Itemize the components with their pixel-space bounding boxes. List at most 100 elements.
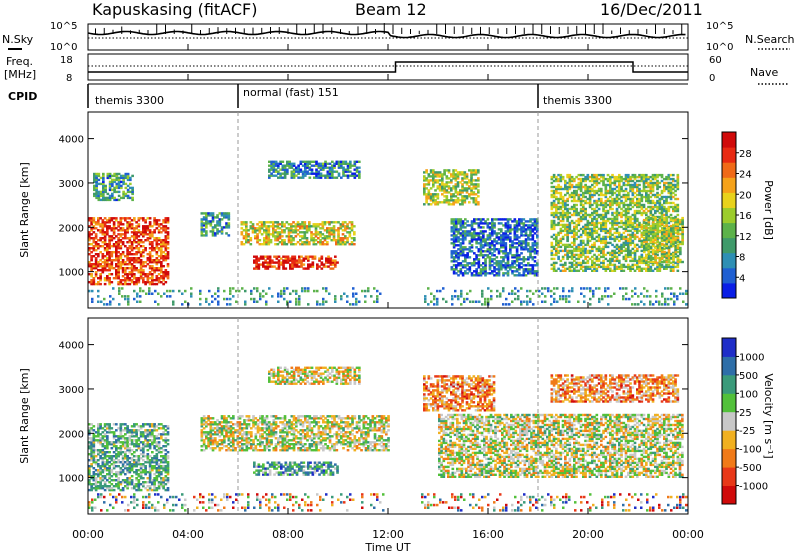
heatmap-cell — [151, 233, 154, 236]
heatmap-cell — [106, 263, 109, 266]
heatmap-cell — [555, 177, 558, 181]
heatmap-cell — [513, 256, 517, 259]
heatmap-cell — [93, 172, 96, 176]
heatmap-cell — [577, 187, 581, 191]
heatmap-cell — [672, 265, 675, 269]
heatmap-cell — [346, 166, 350, 169]
heatmap-cell — [566, 227, 569, 231]
heatmap-cell — [299, 168, 303, 171]
heatmap-cell — [681, 224, 684, 228]
heatmap-cell — [568, 229, 572, 233]
heatmap-cell — [301, 174, 305, 177]
heatmap-cell — [645, 218, 648, 222]
heatmap-cell — [126, 249, 129, 252]
heatmap-cell — [595, 217, 599, 221]
heatmap-cell — [229, 287, 232, 290]
heatmap-cell — [663, 187, 666, 191]
heatmap-cell — [651, 235, 655, 239]
heatmap-cell — [602, 239, 605, 243]
heatmap-cell — [304, 255, 308, 258]
heatmap-cell — [595, 257, 599, 261]
heatmap-cell — [618, 239, 621, 243]
heatmap-cell — [112, 297, 115, 301]
heatmap-cell — [584, 189, 587, 193]
heatmap-cell — [240, 233, 244, 236]
heatmap-cell — [283, 164, 287, 167]
heatmap-cell — [450, 260, 454, 263]
heatmap-cell — [436, 171, 440, 174]
heatmap-cell — [669, 267, 673, 270]
heatmap-cell — [550, 205, 554, 209]
heatmap-cell — [636, 229, 639, 233]
heatmap-cell — [681, 242, 684, 246]
heatmap-cell — [472, 171, 476, 174]
heatmap-cell — [276, 243, 280, 246]
heatmap-cell — [287, 237, 291, 240]
heatmap-cell — [94, 227, 98, 230]
heatmap-cell — [582, 249, 585, 253]
heatmap-cell — [97, 219, 100, 222]
heatmap-cell — [292, 162, 296, 165]
heatmap-cell — [656, 215, 659, 219]
heatmap-cell — [609, 237, 612, 241]
heatmap-cell — [293, 259, 297, 262]
heatmap-cell — [130, 263, 134, 266]
heatmap-cell — [272, 166, 276, 169]
heatmap-cell — [638, 203, 641, 207]
heatmap-cell — [586, 185, 590, 189]
heatmap-cell — [613, 211, 617, 215]
heatmap-cell — [103, 265, 107, 268]
heatmap-cell — [582, 269, 585, 272]
heatmap-cell — [321, 225, 325, 228]
heatmap-cell — [531, 270, 535, 273]
heatmap-cell — [477, 234, 481, 237]
heatmap-cell — [620, 267, 623, 270]
heatmap-cell — [294, 225, 298, 228]
heatmap-cell — [495, 264, 499, 267]
heatmap-cell — [136, 292, 139, 295]
heatmap-cell — [497, 236, 501, 239]
heatmap-cell — [645, 216, 648, 220]
heatmap-cell — [270, 174, 273, 177]
heatmap-cell — [550, 249, 554, 253]
heatmap-cell — [622, 263, 626, 267]
heatmap-cell — [278, 235, 282, 238]
heatmap-cell — [582, 239, 585, 243]
heatmap-cell — [561, 219, 565, 223]
heatmap-cell — [133, 297, 136, 301]
heatmap-cell — [91, 289, 94, 293]
heatmap-cell — [202, 212, 206, 215]
heatmap-cell — [550, 177, 554, 181]
heatmap-cell — [434, 193, 437, 196]
heatmap-cell — [289, 259, 292, 262]
heatmap-cell — [133, 217, 136, 220]
heatmap-cell — [297, 172, 300, 175]
heatmap-cell — [593, 227, 596, 231]
heatmap-cell — [491, 258, 494, 261]
heatmap-cell — [109, 300, 112, 303]
heatmap-cell — [591, 255, 594, 259]
heatmap-cell — [579, 251, 583, 255]
heatmap-cell — [629, 175, 632, 179]
heatmap-cell — [564, 247, 567, 251]
heatmap-cell — [674, 215, 677, 219]
heatmap-cell — [223, 289, 226, 293]
heatmap-cell — [649, 211, 653, 215]
heatmap-cell — [126, 174, 130, 178]
heatmap-cell — [638, 239, 641, 243]
heatmap-cell — [667, 181, 671, 185]
heatmap-cell — [102, 172, 105, 176]
heatmap-cell — [320, 267, 324, 270]
heatmap-cell — [355, 166, 359, 169]
heatmap-cell — [518, 268, 521, 271]
heatmap-cell — [564, 253, 567, 257]
heatmap-cell — [461, 260, 465, 263]
heatmap-cell — [595, 223, 599, 227]
heatmap-cell — [511, 228, 514, 231]
heatmap-cell — [555, 191, 558, 195]
heatmap-cell — [258, 225, 262, 228]
heatmap-cell — [561, 199, 565, 203]
heatmap-cell — [522, 248, 526, 251]
heatmap-cell — [522, 240, 526, 243]
heatmap-cell — [622, 213, 626, 217]
